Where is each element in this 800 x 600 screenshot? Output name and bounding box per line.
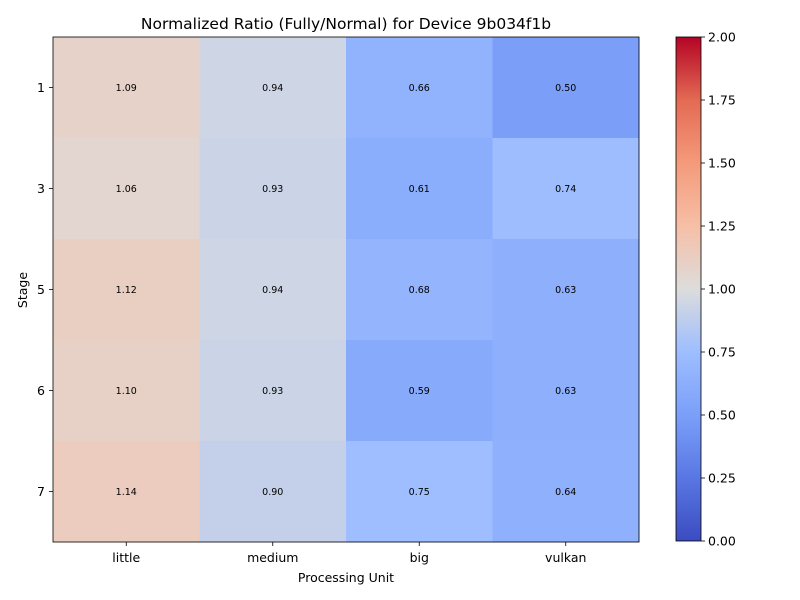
cell-value-label: 1.12: [116, 285, 137, 296]
x-tick-label: little: [112, 550, 140, 565]
heatmap-cell: [492, 340, 640, 442]
cell-value-label: 0.64: [555, 487, 576, 498]
heatmap-cell: [199, 441, 347, 543]
heatmap-cell: [346, 340, 493, 442]
cell-value-label: 1.09: [116, 83, 137, 94]
cell-value-label: 0.94: [262, 285, 283, 296]
heatmap-cell: [199, 239, 347, 341]
y-tick-label: 7: [37, 484, 45, 499]
cell-value-label: 1.14: [116, 487, 137, 498]
colorbar-tick-label: 1.50: [708, 156, 736, 171]
heatmap-cell: [346, 138, 493, 240]
cell-value-label: 0.75: [409, 487, 430, 498]
cell-value-label: 0.90: [262, 487, 283, 498]
colorbar-ticks: 0.00 0.25 0.50 0.75 1.00 1.25 1.50 1.75 2.00: [701, 30, 736, 549]
heatmap-cell: [53, 239, 200, 341]
colorbar-tick-label: 0.25: [708, 471, 736, 486]
colorbar-tick-label: 1.75: [708, 93, 736, 108]
heatmap-cell: [199, 37, 347, 139]
heatmap-cell: [53, 138, 200, 240]
colorbar-tick-label: 0.00: [708, 534, 736, 549]
x-tick-label: medium: [247, 550, 298, 565]
colorbar: [675, 36, 702, 542]
heatmap-cell: [199, 340, 347, 442]
cell-value-label: 0.74: [555, 184, 576, 195]
cell-value-label: 0.50: [555, 83, 576, 94]
x-tick-label: vulkan: [545, 550, 586, 565]
y-tick-label: 5: [37, 282, 45, 297]
cell-value-label: 0.68: [409, 285, 430, 296]
cell-value-label: 0.93: [262, 184, 283, 195]
cell-value-label: 0.93: [262, 386, 283, 397]
x-axis-ticks: little medium big vulkan: [112, 542, 586, 565]
colorbar-tick-label: 1.00: [708, 282, 736, 297]
heatmap-cells: [53, 37, 640, 543]
y-tick-label: 6: [37, 383, 45, 398]
cell-value-label: 0.94: [262, 83, 283, 94]
cell-value-label: 1.06: [116, 184, 137, 195]
heatmap-cell: [346, 441, 493, 543]
colorbar-tick-label: 1.25: [708, 219, 736, 234]
colorbar-tick-label: 2.00: [708, 30, 736, 45]
chart-title: Normalized Ratio (Fully/Normal) for Devi…: [141, 15, 551, 33]
x-axis-label: Processing Unit: [298, 570, 394, 585]
heatmap-cell: [53, 37, 200, 139]
heatmap-cell: [199, 138, 347, 240]
heatmap-cell: [492, 37, 640, 139]
cell-value-label: 0.66: [409, 83, 430, 94]
heatmap-cell: [346, 239, 493, 341]
colorbar-tick-label: 0.75: [708, 345, 736, 360]
heatmap-cell: [492, 441, 640, 543]
cell-value-label: 0.63: [555, 285, 576, 296]
heatmap-cell: [492, 138, 640, 240]
cell-value-label: 0.63: [555, 386, 576, 397]
y-tick-label: 1: [37, 80, 45, 95]
heatmap-cell-labels: 1.09 0.94 0.66 0.50 1.06 0.93 0.61 0.74 1.12 0.94…: [116, 83, 577, 498]
y-tick-label: 3: [37, 181, 45, 196]
y-axis-label: Stage: [15, 272, 30, 308]
colorbar-tick-label: 0.50: [708, 408, 736, 423]
cell-value-label: 0.61: [409, 184, 430, 195]
x-tick-label: big: [410, 550, 429, 565]
y-axis-ticks: 1 3 5 6 7: [37, 80, 53, 499]
heatmap-cell: [492, 239, 640, 341]
cell-value-label: 1.10: [116, 386, 137, 397]
cell-value-label: 0.59: [409, 386, 430, 397]
heatmap-cell: [346, 37, 493, 139]
heatmap-cell: [53, 340, 200, 442]
heatmap-cell: [53, 441, 200, 543]
